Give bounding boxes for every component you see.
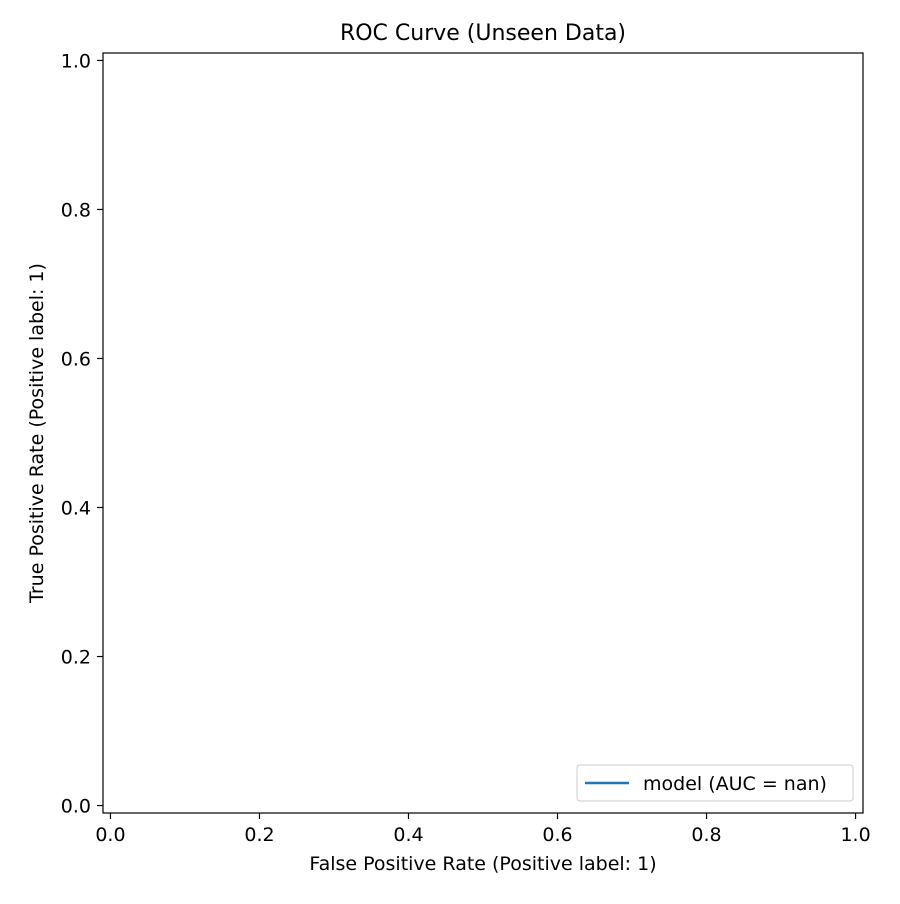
y-tick-label: 0.2	[61, 647, 91, 669]
y-tick-label: 1.0	[61, 50, 91, 72]
x-axis-label: False Positive Rate (Positive label: 1)	[309, 853, 656, 875]
axes-background	[103, 53, 863, 813]
legend: model (AUC = nan)	[576, 764, 854, 802]
chart-title: ROC Curve (Unseen Data)	[340, 21, 626, 46]
legend-box	[576, 764, 854, 802]
x-tick-label: 0.8	[691, 824, 721, 846]
x-tick-label: 0.2	[244, 824, 274, 846]
y-tick-label: 0.4	[61, 498, 91, 520]
x-tick-label: 1.0	[840, 824, 870, 846]
y-tick-label: 0.0	[61, 796, 91, 818]
plot-area	[102, 52, 864, 814]
x-axis-ticks: 0.0 0.2 0.4 0.6 0.8 1.0	[95, 813, 871, 846]
y-tick-label: 0.6	[61, 348, 91, 370]
legend-label: model (AUC = nan)	[643, 773, 827, 795]
y-axis-label: True Positive Rate (Positive label: 1)	[26, 263, 48, 604]
y-tick-label: 0.8	[61, 199, 91, 221]
x-tick-label: 0.6	[542, 824, 572, 846]
x-tick-label: 0.0	[95, 824, 125, 846]
x-tick-label: 0.4	[393, 824, 423, 846]
axes-frame	[102, 52, 864, 814]
y-axis-ticks: 0.0 0.2 0.4 0.6 0.8 1.0	[61, 50, 103, 818]
